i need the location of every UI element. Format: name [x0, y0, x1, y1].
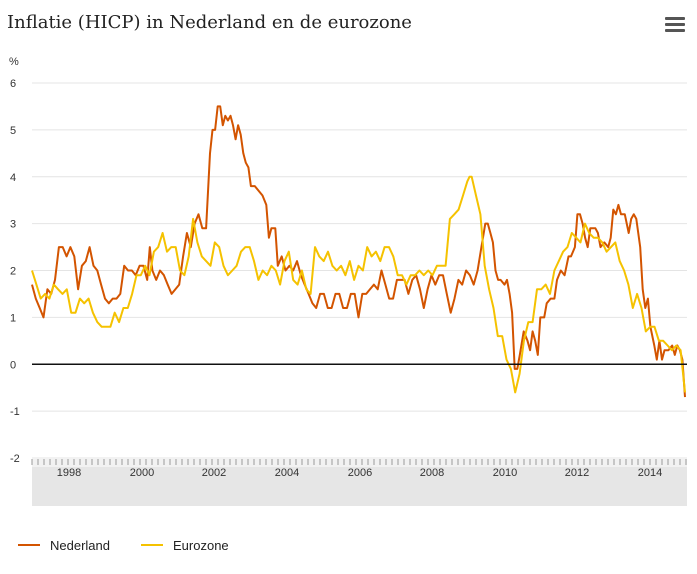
x-tick-label: 2006 — [348, 467, 372, 479]
x-tick-label: 2002 — [202, 467, 226, 479]
x-tick-label: 2010 — [493, 467, 517, 479]
legend-label-nederland: Nederland — [50, 537, 110, 553]
navigator-ruler — [32, 459, 687, 467]
y-tick-label: 1 — [10, 312, 16, 324]
legend-swatch-nederland — [18, 544, 40, 546]
series-line-eurozone — [31, 175, 686, 394]
x-tick-label: 1998 — [57, 467, 81, 479]
legend-swatch-eurozone — [141, 544, 163, 546]
y-tick-label: 2 — [10, 266, 16, 278]
y-axis-label: % — [9, 56, 19, 68]
x-tick-label: 2012 — [565, 467, 589, 479]
legend-label-eurozone: Eurozone — [173, 537, 229, 553]
x-tick-label: 2004 — [275, 467, 299, 479]
y-tick-label: 0 — [10, 359, 16, 371]
x-tick-label: 2008 — [420, 467, 444, 479]
y-tick-label: -1 — [10, 406, 20, 418]
y-tick-label: 6 — [10, 78, 16, 90]
y-tick-label: -2 — [10, 453, 20, 465]
x-tick-label: 2014 — [638, 467, 662, 479]
chart-title: Inflatie (HICP) in Nederland en de euroz… — [7, 12, 412, 33]
legend-item-nederland[interactable]: Nederland — [18, 537, 110, 553]
y-tick-label: 3 — [10, 219, 16, 231]
series-line-nederland — [31, 105, 686, 398]
y-tick-label: 4 — [10, 172, 16, 184]
x-tick-label: 2000 — [130, 467, 154, 479]
legend-item-eurozone[interactable]: Eurozone — [141, 537, 229, 553]
hamburger-menu-icon[interactable] — [665, 17, 685, 35]
y-tick-label: 5 — [10, 125, 16, 137]
